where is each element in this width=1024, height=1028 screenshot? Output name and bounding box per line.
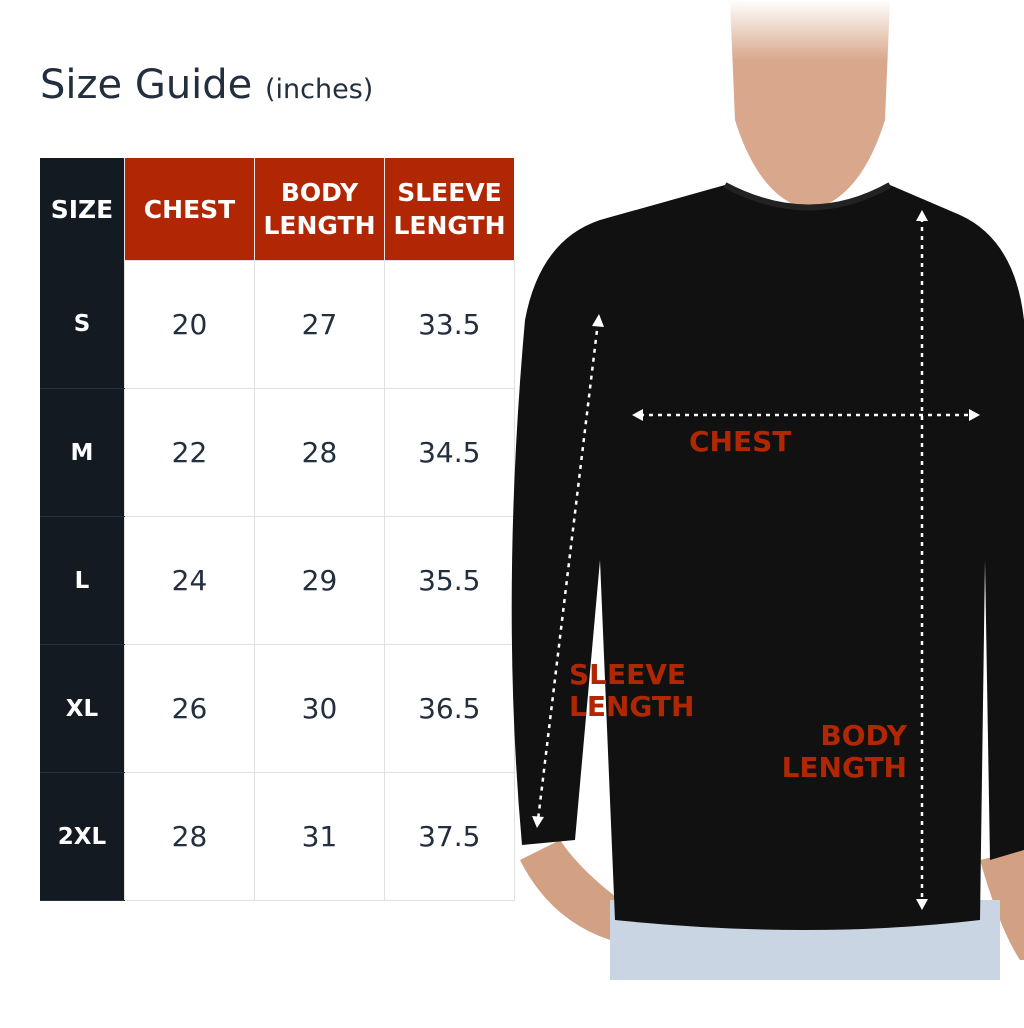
table-row: 2XL 28 31 37.5 [40, 772, 515, 901]
chest-cell: 22 [124, 388, 255, 517]
sleeve-length-cell: 35.5 [384, 516, 515, 645]
sleeve-measure-line [536, 321, 600, 821]
header-size: SIZE [40, 158, 125, 261]
chest-label: CHEST [689, 425, 792, 458]
size-cell: M [40, 388, 125, 517]
chest-cell: 24 [124, 516, 255, 645]
size-table: SIZE CHEST BODY LENGTH SLEEVE LENGTH S 20… [40, 158, 515, 901]
header-sleeve-length: SLEEVE LENGTH [384, 158, 514, 261]
body-length-cell: 27 [254, 260, 385, 389]
sleeve-length-cell: 33.5 [384, 260, 515, 389]
sleeve-length-cell: 37.5 [384, 772, 515, 901]
size-cell: S [40, 260, 125, 389]
body-length-cell: 30 [254, 644, 385, 773]
body-label-line1: BODY [820, 719, 907, 752]
table-row: L 24 29 35.5 [40, 516, 515, 645]
size-cell: 2XL [40, 772, 125, 901]
body-length-cell: 31 [254, 772, 385, 901]
black-long-sleeve-shirt [511, 185, 1024, 930]
page-title: Size Guide (inches) [40, 62, 373, 108]
table-row: S 20 27 33.5 [40, 260, 515, 389]
header-body-length: BODY LENGTH [254, 158, 385, 261]
sleeve-label-line2: LENGTH [569, 690, 695, 723]
chest-cell: 28 [124, 772, 255, 901]
sleeve-length-cell: 36.5 [384, 644, 515, 773]
body-length-cell: 29 [254, 516, 385, 645]
header-chest: CHEST [124, 158, 255, 261]
body-length-label: BODY LENGTH [780, 720, 907, 784]
sleeve-label-line1: SLEEVE [569, 658, 687, 691]
table-row: XL 26 30 36.5 [40, 644, 515, 773]
table-row: M 22 28 34.5 [40, 388, 515, 517]
chest-cell: 26 [124, 644, 255, 773]
shirt-model-photo [480, 0, 1024, 1024]
sleeve-length-cell: 34.5 [384, 388, 515, 517]
table-header-row: SIZE CHEST BODY LENGTH SLEEVE LENGTH [40, 158, 514, 261]
size-cell: XL [40, 644, 125, 773]
shirt-illustration [511, 0, 1024, 980]
right-hand [980, 850, 1024, 960]
size-cell: L [40, 516, 125, 645]
title-main: Size Guide [40, 62, 253, 108]
title-unit: (inches) [265, 74, 374, 105]
body-label-line2: LENGTH [781, 751, 907, 784]
chest-cell: 20 [124, 260, 255, 389]
sleeve-length-label: SLEEVE LENGTH [569, 659, 694, 723]
left-hand [520, 840, 620, 940]
body-length-cell: 28 [254, 388, 385, 517]
